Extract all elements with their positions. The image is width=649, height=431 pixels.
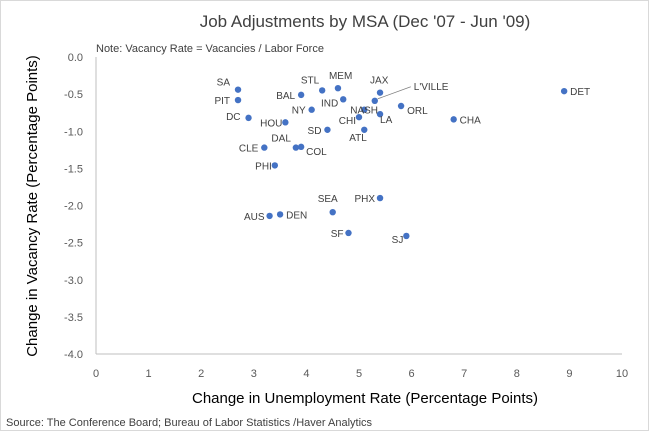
- data-point-label: PIT: [214, 96, 230, 107]
- leader-line: [377, 86, 411, 100]
- x-tick-label: 5: [356, 368, 362, 380]
- data-point-label: SEA: [318, 194, 338, 205]
- data-point-label: SA: [217, 78, 231, 89]
- data-point-label: SD: [308, 126, 322, 137]
- data-point: [292, 144, 300, 151]
- x-tick-label: 2: [198, 368, 204, 380]
- data-point: [397, 102, 405, 110]
- y-tick-label: -2.0: [64, 201, 83, 213]
- data-points: [234, 84, 568, 240]
- data-point: [266, 212, 273, 220]
- data-point: [282, 119, 289, 126]
- data-point: [324, 126, 331, 133]
- data-point-label: DAL: [271, 134, 291, 145]
- data-point: [234, 86, 242, 93]
- data-point-label: ORL: [407, 106, 428, 117]
- data-point-label: PHI: [255, 161, 272, 172]
- data-point: [345, 229, 352, 237]
- data-point: [271, 162, 279, 169]
- data-point-labels: SA PIT DC HOU BAL STL MEM NY IND JAX L'VILLE NASH OR…: [214, 71, 590, 246]
- data-point: [340, 96, 347, 103]
- y-tick-label: -1.5: [64, 163, 83, 175]
- chart-source: Source: The Conference Board; Bureau of …: [6, 417, 373, 429]
- data-point: [297, 143, 305, 151]
- x-tick-label: 1: [146, 368, 152, 380]
- data-point-label: SJ: [392, 235, 404, 246]
- data-point: [355, 113, 363, 121]
- x-tick-label: 10: [616, 368, 628, 380]
- data-point: [450, 116, 457, 123]
- data-point-label: DC: [226, 112, 240, 123]
- data-point-label: LA: [380, 115, 393, 126]
- data-point: [376, 89, 384, 96]
- x-axis-title: Change in Unemployment Rate (Percentage …: [192, 390, 538, 407]
- x-tick-label: 6: [409, 368, 415, 380]
- y-axis-ticks: 0.0 -0.5 -1.0 -1.5 -2.0 -2.5 -3.0 -3.5 -4.0: [64, 52, 83, 361]
- x-tick-label: 3: [251, 368, 257, 380]
- data-point-label: DET: [570, 87, 590, 98]
- data-point: [245, 114, 252, 122]
- data-point: [361, 126, 368, 133]
- data-point-label: SF: [331, 229, 344, 240]
- y-tick-label: -0.5: [64, 89, 83, 101]
- chart-note: Note: Vacancy Rate = Vacancies / Labor F…: [96, 43, 324, 55]
- y-tick-label: 0.0: [68, 52, 83, 64]
- data-point: [318, 87, 326, 94]
- x-tick-label: 0: [93, 368, 99, 380]
- data-point: [261, 144, 268, 151]
- data-point-label: CLE: [239, 144, 259, 155]
- data-point: [376, 194, 384, 202]
- data-point: [361, 106, 368, 113]
- data-point-label: AUS: [244, 212, 265, 223]
- x-tick-label: 7: [461, 368, 467, 380]
- chart-title: Job Adjustments by MSA (Dec '07 - Jun '0…: [200, 12, 531, 31]
- y-tick-label: -3.0: [64, 275, 83, 287]
- data-point: [276, 211, 284, 218]
- data-point-label: ATL: [349, 133, 367, 144]
- data-point-label: L'VILLE: [414, 82, 449, 93]
- data-point: [234, 96, 242, 104]
- y-tick-label: -1.0: [64, 126, 83, 138]
- data-point: [371, 97, 378, 105]
- leader-lines: [377, 86, 411, 100]
- x-axis-ticks: 0 1 2 3 4 5 6 7 8 9 10: [93, 368, 628, 380]
- data-point-label: HOU: [260, 118, 282, 129]
- data-point-label: IND: [321, 98, 338, 109]
- y-axis-title: Change in Vacancy Rate (Percentage Point…: [24, 55, 41, 357]
- data-point-label: PHX: [354, 194, 375, 205]
- data-point-label: CHA: [460, 115, 481, 126]
- x-tick-label: 4: [303, 368, 309, 380]
- plot-area: [95, 57, 622, 355]
- data-point: [376, 110, 384, 118]
- data-point-label: BAL: [276, 91, 295, 102]
- y-tick-label: -3.5: [64, 312, 83, 324]
- y-tick-label: -4.0: [64, 349, 83, 361]
- data-point-label: MEM: [329, 71, 352, 82]
- data-point: [297, 91, 305, 99]
- data-point: [329, 208, 336, 216]
- data-point: [560, 87, 568, 95]
- data-point-label: NY: [292, 106, 306, 117]
- data-point-label: COL: [306, 147, 327, 158]
- data-point: [334, 84, 342, 92]
- x-tick-label: 8: [514, 368, 520, 380]
- data-point-label: DEN: [286, 210, 307, 221]
- data-point-label: JAX: [370, 76, 389, 87]
- y-tick-label: -2.5: [64, 238, 83, 250]
- data-point-label: NASH: [350, 106, 378, 117]
- data-point-label: STL: [301, 75, 320, 86]
- data-point: [308, 106, 315, 113]
- data-point: [403, 232, 410, 240]
- data-point-label: CHI: [339, 116, 356, 127]
- x-tick-label: 9: [566, 368, 572, 380]
